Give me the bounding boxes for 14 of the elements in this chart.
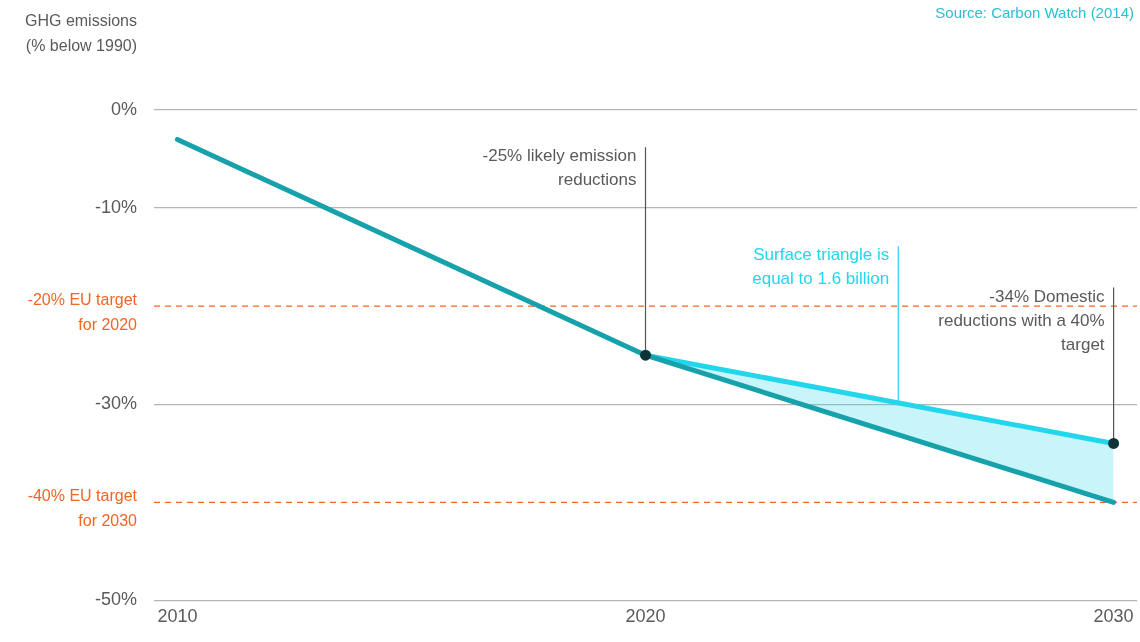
x-tick-label: 2010 (157, 606, 198, 627)
y-tick-label: -50% (94, 589, 138, 610)
y-tick-label: -30% (94, 393, 138, 414)
ref-line-label: -20% EU target for 2020 (27, 290, 138, 333)
y-tick-label: -10% (94, 197, 138, 218)
x-tick-label: 2030 (1093, 606, 1134, 627)
annotation: -25% likely emission reductions (482, 146, 637, 190)
ref-line-label: -40% EU target for 2030 (27, 486, 138, 529)
annotation: -34% Domestic reductions with a 40% target (938, 286, 1106, 354)
y-axis-title: GHG emissions (% below 1990) (24, 12, 138, 55)
y-tick-label: 0% (111, 98, 138, 119)
annotation: Surface triangle is equal to 1.6 billion (752, 245, 890, 289)
x-tick-label: 2020 (625, 606, 666, 627)
source-note: Source: Carbon Watch (2014) (935, 3, 1134, 21)
